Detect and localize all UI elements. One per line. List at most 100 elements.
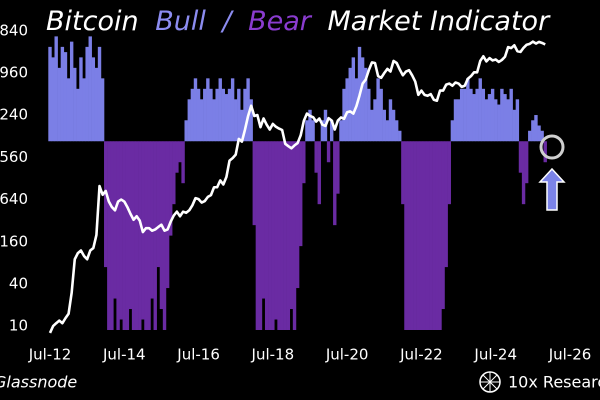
indicator-bar — [261, 141, 266, 299]
y-tick-label: 640 — [0, 190, 28, 208]
indicator-bar — [466, 78, 470, 142]
title-part: Bitcoin — [46, 6, 139, 37]
indicator-bar — [277, 141, 281, 330]
indicator-bar — [543, 141, 547, 163]
indicator-bar — [286, 141, 291, 330]
indicator-bar — [94, 67, 99, 142]
x-tick-label: Jul-24 — [473, 346, 517, 364]
indicator-bar — [419, 141, 424, 330]
indicator-bar — [184, 120, 188, 142]
title-part: / — [220, 6, 234, 37]
indicator-bar — [484, 99, 489, 142]
x-tick-label: Jul-14 — [102, 346, 146, 364]
x-tick-label: Jul-16 — [176, 346, 220, 364]
indicator-bar — [515, 99, 520, 142]
indicator-bar — [178, 141, 182, 163]
indicator-bar — [138, 141, 142, 330]
indicator-bar — [268, 141, 272, 330]
indicator-bars — [48, 36, 547, 330]
indicator-bar — [215, 88, 219, 142]
indicator-bar — [203, 88, 207, 142]
indicator-bar — [326, 141, 331, 163]
indicator-bar — [252, 141, 256, 226]
source: Glassnode — [0, 373, 77, 392]
y-tick-label: 2560 — [0, 148, 28, 166]
indicator-bar — [128, 141, 133, 310]
indicator-bar — [243, 88, 247, 142]
indicator-bar — [447, 141, 451, 205]
indicator-bar — [169, 141, 173, 236]
indicator-bar — [190, 88, 195, 142]
indicator-bar — [227, 88, 232, 142]
indicator-bar — [379, 88, 383, 142]
indicator-bar — [398, 130, 402, 142]
indicator-bar — [537, 125, 541, 142]
indicator-bar — [224, 94, 229, 142]
indicator-bar — [249, 99, 253, 142]
indicator-bar — [73, 67, 77, 142]
indicator-bar — [308, 109, 312, 142]
indicator-bar — [432, 141, 436, 330]
indicator-bar — [348, 67, 352, 142]
y-tick-label: 163840 — [0, 21, 28, 39]
indicator-bar — [518, 141, 523, 173]
indicator-bar — [410, 141, 414, 330]
indicator-bar — [116, 141, 120, 330]
indicator-bar — [509, 88, 513, 142]
indicator-bar — [113, 141, 117, 299]
indicator-bar — [162, 141, 167, 330]
indicator-bar — [51, 57, 55, 142]
indicator-bar — [125, 141, 130, 330]
indicator-bar — [212, 99, 216, 142]
x-tick-label: Jul-18 — [251, 346, 295, 364]
indicator-bar — [150, 141, 154, 299]
indicator-bar — [79, 57, 83, 142]
indicator-bar — [339, 120, 343, 142]
indicator-bar — [110, 141, 114, 330]
indicator-bar — [60, 46, 65, 142]
indicator-bar — [336, 141, 340, 194]
x-tick-label: Jul-20 — [325, 346, 369, 364]
indicator-bar — [360, 57, 365, 142]
indicator-bar — [240, 109, 244, 142]
indicator-bar — [459, 88, 464, 142]
indicator-bar — [237, 88, 241, 142]
indicator-bar — [376, 78, 380, 142]
indicator-bar — [441, 141, 445, 310]
indicator-bar — [292, 141, 297, 330]
indicator-bar — [320, 120, 325, 142]
indicator-bar — [469, 88, 473, 142]
indicator-bar — [302, 141, 306, 184]
indicator-bar — [88, 36, 92, 142]
arrow — [538, 167, 566, 211]
indicator-bar — [119, 141, 123, 320]
indicator-bar — [407, 141, 411, 330]
indicator-bar — [500, 88, 504, 142]
indicator-bar — [435, 141, 439, 330]
indicator-bar — [193, 78, 198, 142]
indicator-bar — [66, 78, 71, 142]
indicator-bar — [391, 109, 396, 142]
indicator-bar — [147, 141, 151, 330]
indicator-bar — [531, 120, 535, 142]
indicator-bar — [528, 130, 532, 142]
indicator-bar — [524, 141, 529, 184]
indicator-bar — [91, 57, 96, 142]
indicator-bar — [221, 88, 226, 142]
indicator-bar — [373, 99, 377, 142]
y-tick-label: 160 — [0, 232, 28, 250]
indicator-bar — [305, 120, 309, 142]
indicator-bar — [506, 99, 510, 142]
indicator-bar — [295, 141, 300, 289]
chart-title: Bitcoin Bull / Bear Market Indicator — [46, 6, 551, 37]
indicator-bar — [230, 78, 235, 142]
indicator-bar — [104, 141, 108, 268]
indicator-bar — [425, 141, 430, 330]
indicator-bar — [444, 141, 448, 268]
indicator-bar — [107, 141, 111, 330]
indicator-bar — [422, 141, 427, 330]
indicator-bar — [69, 41, 74, 142]
indicator-bar — [187, 99, 191, 142]
indicator-bar — [314, 141, 318, 173]
